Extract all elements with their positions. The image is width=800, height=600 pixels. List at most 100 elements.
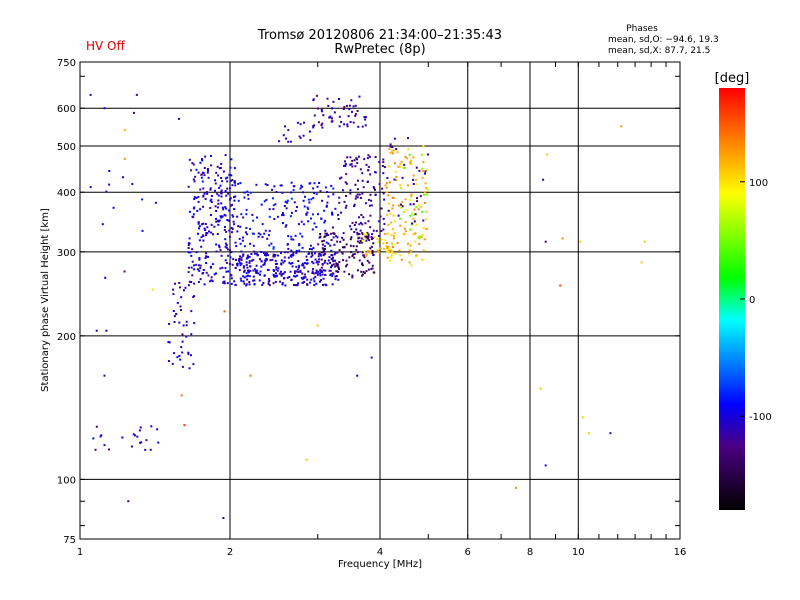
- data-point: [220, 162, 223, 165]
- data-point: [209, 188, 212, 191]
- data-point: [333, 243, 336, 246]
- data-point: [233, 196, 235, 199]
- data-point: [338, 201, 341, 204]
- data-point: [374, 194, 377, 196]
- data-point: [411, 223, 414, 226]
- data-point: [408, 252, 411, 255]
- data-point: [247, 274, 249, 277]
- x-tick-label: 1: [77, 547, 83, 558]
- data-point: [187, 244, 190, 247]
- data-point: [321, 273, 324, 276]
- data-point: [207, 176, 210, 179]
- data-point: [193, 198, 196, 200]
- data-point: [324, 283, 327, 286]
- data-point: [382, 228, 385, 231]
- data-point: [329, 269, 332, 272]
- data-point: [353, 205, 356, 208]
- data-point: [287, 235, 290, 238]
- data-point: [579, 240, 582, 243]
- y-tick-label: 500: [57, 142, 76, 153]
- data-point: [388, 249, 391, 252]
- data-point: [284, 200, 287, 203]
- data-point: [307, 270, 310, 273]
- data-point: [280, 274, 283, 277]
- data-point: [290, 235, 293, 238]
- data-point: [412, 174, 415, 177]
- data-point: [332, 260, 335, 263]
- data-point: [332, 187, 335, 190]
- data-point: [365, 116, 367, 119]
- data-point: [224, 225, 226, 228]
- data-point: [191, 248, 194, 251]
- data-point: [331, 272, 334, 275]
- data-point: [410, 159, 412, 162]
- data-point: [276, 269, 279, 272]
- data-point: [321, 199, 324, 202]
- data-point: [123, 129, 126, 132]
- data-point: [559, 284, 562, 287]
- data-point: [230, 174, 233, 177]
- data-point: [272, 197, 274, 200]
- data-point: [401, 205, 404, 208]
- data-point: [364, 222, 367, 225]
- data-point: [257, 235, 260, 238]
- data-point: [344, 181, 347, 184]
- data-point: [245, 257, 248, 260]
- data-point: [253, 268, 256, 271]
- data-point: [410, 193, 413, 196]
- data-point: [388, 148, 391, 150]
- data-point: [138, 429, 141, 432]
- data-point: [242, 266, 245, 269]
- data-point: [640, 261, 643, 264]
- data-point: [393, 137, 396, 140]
- x-tick-label: 16: [674, 547, 687, 558]
- data-point: [255, 252, 258, 255]
- data-point: [206, 191, 209, 194]
- data-point: [215, 272, 217, 275]
- data-point: [305, 458, 308, 461]
- data-point: [290, 279, 293, 282]
- data-point: [421, 233, 424, 236]
- data-point: [234, 184, 237, 187]
- data-point: [587, 432, 590, 435]
- data-point: [217, 199, 220, 202]
- data-point: [222, 517, 225, 519]
- data-point: [229, 249, 231, 252]
- data-point: [303, 273, 306, 276]
- data-point: [422, 227, 425, 230]
- data-point: [276, 254, 279, 257]
- data-point: [198, 257, 201, 260]
- data-point: [141, 198, 144, 201]
- data-point: [271, 258, 274, 261]
- data-point: [400, 203, 402, 206]
- data-point: [395, 179, 398, 182]
- data-point: [272, 246, 275, 249]
- data-point: [310, 248, 313, 251]
- data-point: [188, 367, 191, 370]
- data-point: [211, 280, 214, 283]
- data-point: [201, 158, 203, 161]
- data-point: [239, 277, 242, 280]
- data-point: [378, 251, 381, 254]
- data-point: [418, 203, 421, 206]
- data-point: [294, 234, 297, 237]
- data-point: [367, 220, 370, 223]
- data-point: [280, 252, 282, 254]
- data-point: [354, 165, 357, 168]
- data-point: [410, 163, 413, 166]
- data-point: [404, 156, 407, 158]
- data-point: [185, 324, 188, 327]
- data-point: [283, 260, 286, 263]
- data-point: [240, 250, 243, 253]
- data-point: [363, 116, 366, 119]
- data-point: [312, 187, 315, 190]
- data-point: [369, 247, 372, 250]
- data-point: [385, 191, 388, 194]
- data-point: [157, 441, 160, 444]
- data-point: [204, 223, 207, 225]
- data-point: [369, 214, 372, 217]
- data-point: [394, 252, 397, 255]
- data-point: [191, 260, 194, 263]
- data-point: [392, 251, 395, 254]
- data-point: [184, 286, 187, 289]
